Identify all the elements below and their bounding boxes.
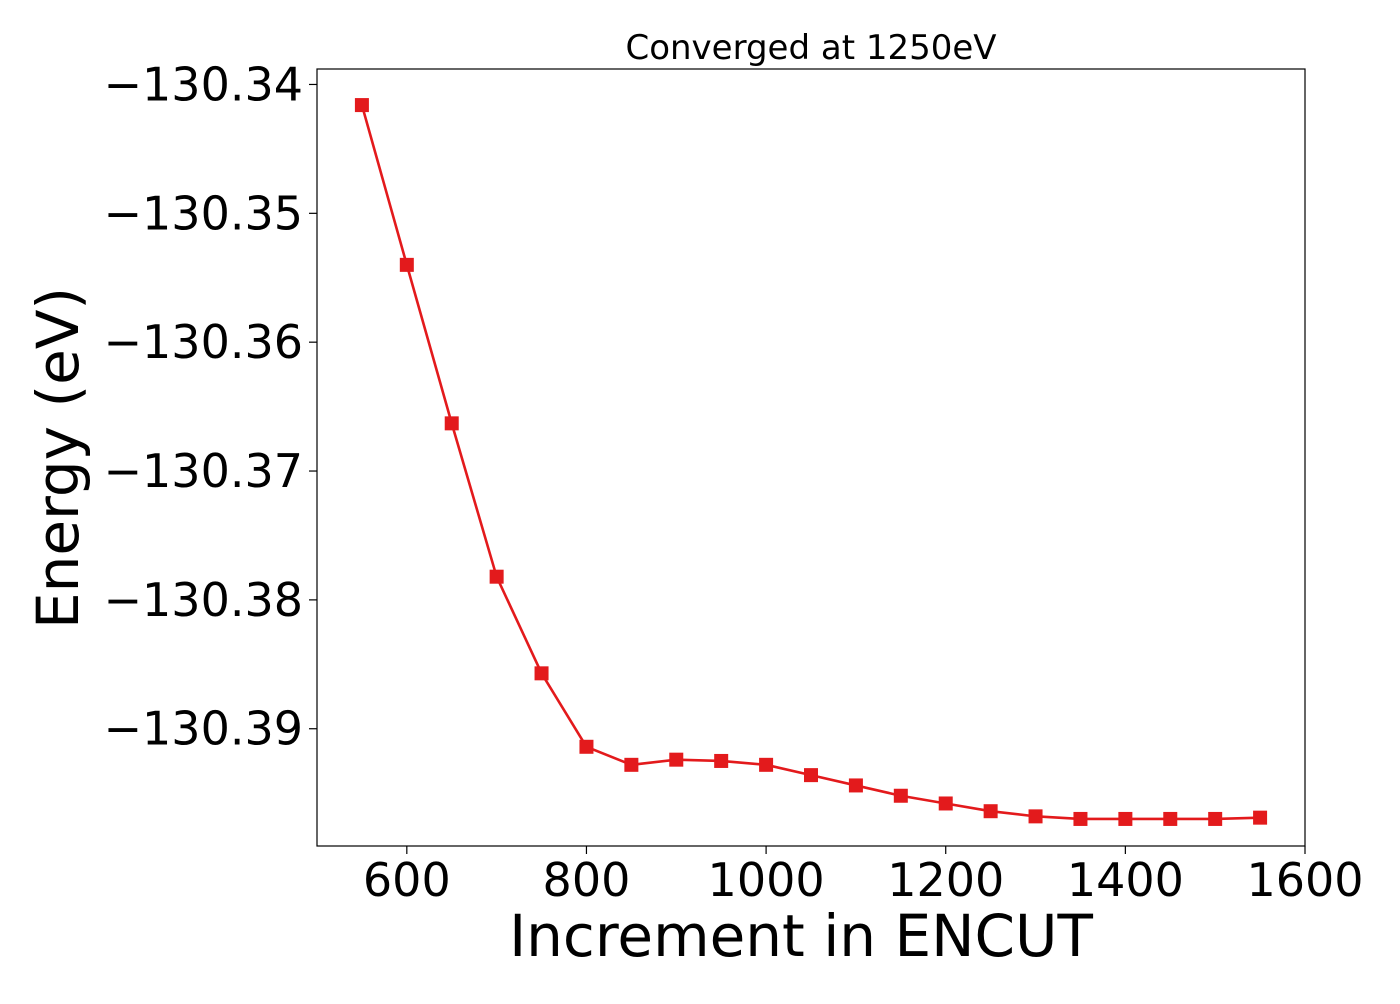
series-line: [360, 104, 1261, 821]
data-point-marker: [624, 757, 639, 772]
y-axis-ticks: −130.34 −130.35 −130.36 −130.37 −130.38 −130.…: [104, 57, 317, 756]
x-tick-label: 1000: [708, 853, 825, 907]
y-tick-label: −130.34: [104, 57, 304, 111]
series-layer: [354, 98, 1268, 826]
x-axis-title: Increment in ENCUT: [509, 902, 1093, 970]
data-point-marker: [579, 739, 594, 754]
plot-frame: [316, 68, 1306, 847]
data-point-marker: [1073, 811, 1088, 826]
x-axis-ticks: 600 800 1000 1200 1400 1600: [363, 846, 1364, 907]
x-tick-label: 1200: [887, 853, 1004, 907]
x-tick-label: 1400: [1067, 853, 1184, 907]
x-tick-label: 800: [543, 853, 631, 907]
y-tick-label: −130.38: [104, 573, 304, 627]
data-point-marker: [1028, 809, 1043, 824]
x-tick-label: 1600: [1246, 853, 1363, 907]
data-point-marker: [938, 796, 953, 811]
data-point-marker: [489, 569, 504, 584]
y-axis-title: Energy (eV): [24, 287, 92, 629]
data-point-marker: [714, 753, 729, 768]
y-tick-label: −130.39: [104, 702, 304, 756]
y-tick-label: −130.36: [104, 315, 304, 369]
y-tick-label: −130.35: [104, 186, 304, 240]
data-point-marker: [1253, 810, 1268, 825]
data-point-marker: [354, 98, 369, 113]
data-point-marker: [669, 752, 684, 767]
data-point-marker: [444, 416, 459, 431]
data-point-marker: [804, 768, 818, 783]
data-point-marker: [983, 804, 998, 819]
data-point-marker: [848, 778, 863, 793]
data-point-marker: [534, 666, 549, 681]
data-point-marker: [1163, 811, 1178, 826]
data-point-marker: [399, 257, 414, 272]
data-point-marker: [759, 757, 774, 772]
chart-title: Converged at 1250eV: [625, 28, 996, 68]
y-tick-label: −130.37: [104, 444, 304, 498]
data-point-marker: [1118, 811, 1133, 826]
data-point-marker: [893, 788, 908, 803]
data-point-marker: [1208, 811, 1223, 826]
x-tick-label: 600: [363, 853, 451, 907]
